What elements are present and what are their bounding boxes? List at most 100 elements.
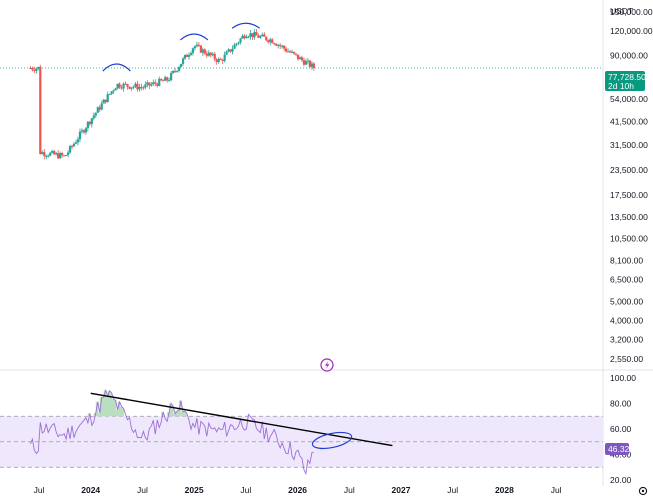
price-tick-label: 4,000.00 [610, 316, 643, 326]
rsi-overbought-fill [101, 397, 105, 417]
rsi-pane[interactable] [0, 388, 603, 476]
time-tick-label: 2026 [288, 485, 307, 495]
rsi-overbought-fill [183, 411, 186, 417]
price-tick-label: 150,000.00 [610, 7, 653, 17]
drawn-ellipse[interactable] [311, 429, 353, 451]
rsi-overbought-fill [87, 413, 91, 417]
countdown-value: 2d 10h [608, 81, 634, 91]
candle-body [290, 51, 294, 53]
drawn-arc[interactable] [179, 33, 209, 41]
candle-body [217, 58, 220, 62]
candle-body [45, 155, 48, 157]
gear-icon[interactable] [638, 486, 648, 496]
candle-body [308, 60, 311, 67]
time-tick-label: Jul [551, 485, 562, 495]
candle-body [259, 36, 262, 38]
candle-body [57, 153, 60, 159]
candle-body [187, 54, 191, 57]
rsi-value-label: 46.32 [605, 443, 630, 455]
candle-body [110, 91, 113, 94]
candle-body [223, 54, 226, 61]
rsi-tick-label: 100.00 [610, 373, 636, 383]
price-tick-label: 8,100.00 [610, 256, 643, 266]
candle-body [275, 44, 278, 46]
candle-body [296, 54, 300, 60]
candle-body [304, 61, 308, 65]
price-tick-label: 54,000.00 [610, 94, 648, 104]
rsi-overbought-fill [173, 413, 176, 417]
candle-body [146, 82, 149, 85]
current-price-badge [605, 71, 645, 91]
rsi-overbought-fill [115, 409, 119, 417]
candle-body [88, 121, 91, 125]
candle-body [62, 155, 66, 157]
drawn-arc[interactable] [102, 63, 131, 72]
candle-body [53, 151, 56, 155]
lightning-icon[interactable] [320, 358, 334, 372]
candle-body [292, 51, 296, 54]
candle-body [31, 68, 34, 70]
candle-body [241, 35, 244, 39]
price-tick-label: 10,500.00 [610, 233, 648, 243]
candle-body [249, 33, 252, 37]
candle-body [39, 66, 42, 155]
candle-body [59, 153, 62, 159]
candle-body [168, 80, 171, 82]
candle-body [152, 82, 155, 85]
rsi-overbought-fill [117, 401, 121, 417]
candle-body [148, 82, 151, 86]
rsi-overbought-fill [107, 390, 111, 417]
candle-body [286, 51, 290, 53]
candle-body [60, 153, 64, 156]
candle-body [195, 44, 199, 47]
time-tick-label: Jul [447, 485, 458, 495]
rsi-overbought-fill [169, 403, 172, 417]
candle-body [70, 146, 74, 148]
candle-body [310, 63, 313, 67]
rsi-overbought-fill [95, 401, 99, 417]
drawn-arc[interactable] [231, 22, 260, 29]
candle-body [205, 53, 208, 56]
candle-body [74, 142, 78, 144]
candle-body [100, 103, 103, 110]
candle-body [181, 58, 185, 64]
candle-body [207, 52, 210, 56]
candle-body [55, 153, 58, 155]
time-tick-label: 2024 [81, 485, 100, 495]
price-axis[interactable]: 150,000.00 120,000.00 90,000.00 54,000.00 41… [610, 7, 653, 364]
candle-body [300, 57, 304, 61]
candle-body [164, 77, 167, 81]
rsi-overbought-fill [99, 397, 103, 417]
rsi-overbought-fill [113, 400, 117, 417]
candle-body [116, 83, 119, 89]
price-pane[interactable] [0, 22, 603, 160]
candle-body [219, 58, 222, 60]
price-tick-label: 17,500.00 [610, 190, 648, 200]
price-tick-label: 13,500.00 [610, 212, 648, 222]
rsi-tick-label: 20.00 [610, 475, 632, 485]
time-axis[interactable]: Jul 2024 Jul 2025 Jul 2026 Jul 2027 Jul 2028 Jul [34, 485, 562, 495]
candle-body [102, 99, 105, 104]
rsi-overbought-fill [175, 411, 178, 417]
rsi-overbought-fill [181, 411, 184, 417]
candle-body [211, 53, 214, 56]
time-tick-label: Jul [344, 485, 355, 495]
candle-body [120, 87, 123, 89]
candle-body [203, 49, 206, 54]
candle-body [175, 70, 179, 72]
candle-body [183, 54, 187, 59]
candle-body [156, 83, 159, 86]
candle-body [66, 152, 70, 156]
drawn-trendline[interactable] [90, 392, 393, 447]
candle-body [312, 63, 315, 68]
rsi-overbought-fill [111, 399, 115, 417]
candle-body [162, 80, 165, 82]
candle-body [185, 54, 189, 57]
candle-body [166, 77, 169, 81]
rsi-overbought-fill [97, 412, 101, 417]
candle-body [142, 87, 145, 89]
candle-body [128, 86, 131, 89]
